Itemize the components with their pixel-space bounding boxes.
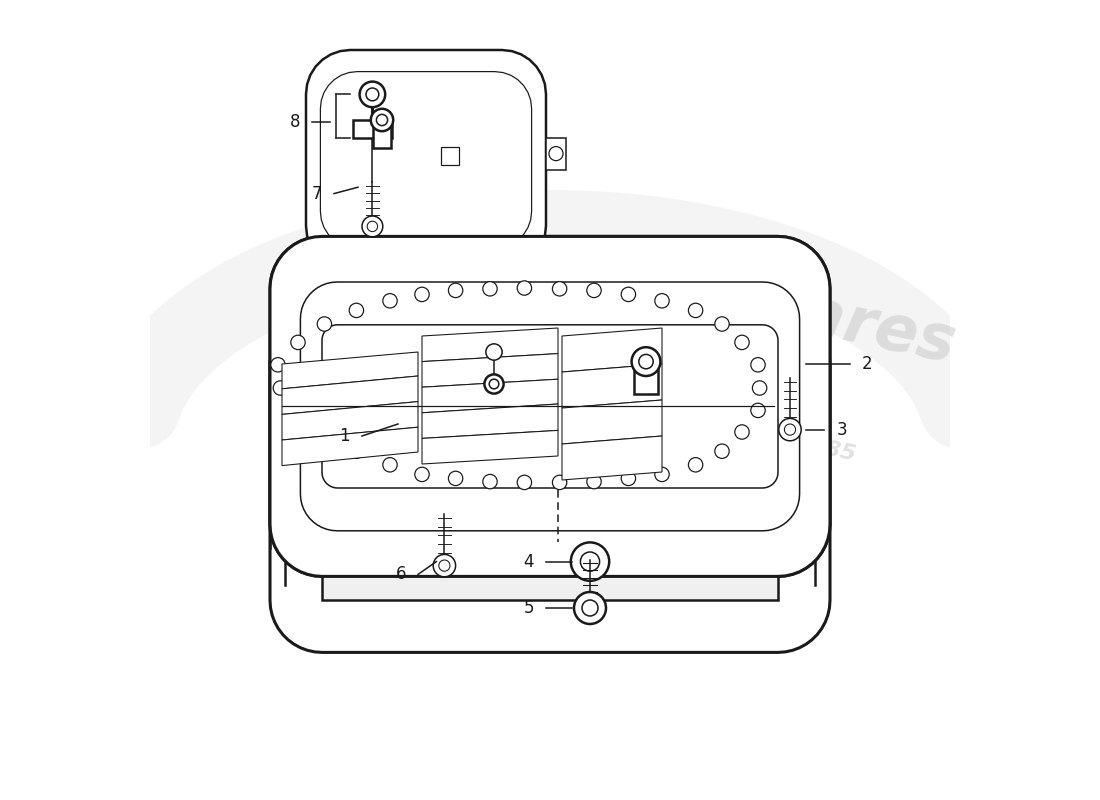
Circle shape <box>654 294 669 308</box>
Circle shape <box>415 467 429 482</box>
Polygon shape <box>306 50 546 270</box>
Polygon shape <box>282 402 418 440</box>
Polygon shape <box>441 147 459 165</box>
Polygon shape <box>270 237 830 576</box>
Polygon shape <box>422 354 558 387</box>
Circle shape <box>586 283 602 298</box>
Circle shape <box>752 381 767 395</box>
Circle shape <box>271 358 285 372</box>
Circle shape <box>376 114 387 126</box>
Circle shape <box>290 403 305 418</box>
Circle shape <box>362 216 383 237</box>
Polygon shape <box>562 400 662 444</box>
Circle shape <box>549 146 563 161</box>
Circle shape <box>779 418 801 441</box>
Polygon shape <box>322 325 778 488</box>
Polygon shape <box>353 120 392 138</box>
Polygon shape <box>282 376 418 414</box>
Polygon shape <box>546 138 566 170</box>
Circle shape <box>735 335 749 350</box>
Circle shape <box>517 475 531 490</box>
Circle shape <box>751 403 766 418</box>
Polygon shape <box>562 436 662 480</box>
Circle shape <box>751 358 766 372</box>
Circle shape <box>349 444 364 458</box>
Text: eurospares: eurospares <box>554 232 962 376</box>
Circle shape <box>371 109 393 131</box>
Text: 3: 3 <box>836 422 847 439</box>
Circle shape <box>639 354 653 369</box>
Circle shape <box>631 347 660 376</box>
Circle shape <box>349 303 364 318</box>
Circle shape <box>360 82 385 107</box>
Circle shape <box>366 88 378 101</box>
Polygon shape <box>270 237 830 576</box>
Circle shape <box>490 379 498 389</box>
Circle shape <box>415 287 429 302</box>
Circle shape <box>367 221 377 232</box>
Circle shape <box>784 424 795 435</box>
Circle shape <box>715 317 729 331</box>
Circle shape <box>449 471 463 486</box>
Circle shape <box>484 374 504 394</box>
Text: 1: 1 <box>340 427 350 445</box>
Circle shape <box>483 282 497 296</box>
Circle shape <box>621 287 636 302</box>
Polygon shape <box>282 427 418 466</box>
Text: a passion for parts since 1985: a passion for parts since 1985 <box>483 367 857 465</box>
Circle shape <box>581 552 600 571</box>
Circle shape <box>654 467 669 482</box>
Circle shape <box>317 317 331 331</box>
Circle shape <box>621 471 636 486</box>
Polygon shape <box>422 328 558 362</box>
Circle shape <box>715 444 729 458</box>
Text: 7: 7 <box>311 185 322 202</box>
Circle shape <box>517 281 531 295</box>
Circle shape <box>290 335 305 350</box>
Circle shape <box>735 425 749 439</box>
Circle shape <box>552 475 567 490</box>
Circle shape <box>486 344 503 360</box>
Circle shape <box>689 303 703 318</box>
Circle shape <box>383 458 397 472</box>
Polygon shape <box>320 71 531 248</box>
Circle shape <box>449 283 463 298</box>
Circle shape <box>433 554 455 577</box>
Text: 2: 2 <box>862 355 872 373</box>
Text: 4: 4 <box>524 553 534 570</box>
Circle shape <box>439 560 450 571</box>
Polygon shape <box>322 525 778 600</box>
Polygon shape <box>562 364 662 408</box>
Circle shape <box>582 600 598 616</box>
Polygon shape <box>282 352 418 389</box>
Circle shape <box>689 458 703 472</box>
Text: 8: 8 <box>290 113 300 130</box>
Circle shape <box>571 542 609 581</box>
Polygon shape <box>422 430 558 464</box>
Circle shape <box>383 294 397 308</box>
Circle shape <box>317 425 331 439</box>
Circle shape <box>586 474 602 489</box>
Text: 6: 6 <box>396 566 406 583</box>
Circle shape <box>273 381 287 395</box>
Text: 5: 5 <box>524 599 534 617</box>
Polygon shape <box>300 282 800 531</box>
Bar <box>635 362 658 394</box>
Polygon shape <box>422 379 558 413</box>
Bar <box>373 120 390 148</box>
Circle shape <box>552 282 567 296</box>
Circle shape <box>483 474 497 489</box>
Polygon shape <box>562 328 662 372</box>
Polygon shape <box>422 404 558 438</box>
Circle shape <box>574 592 606 624</box>
